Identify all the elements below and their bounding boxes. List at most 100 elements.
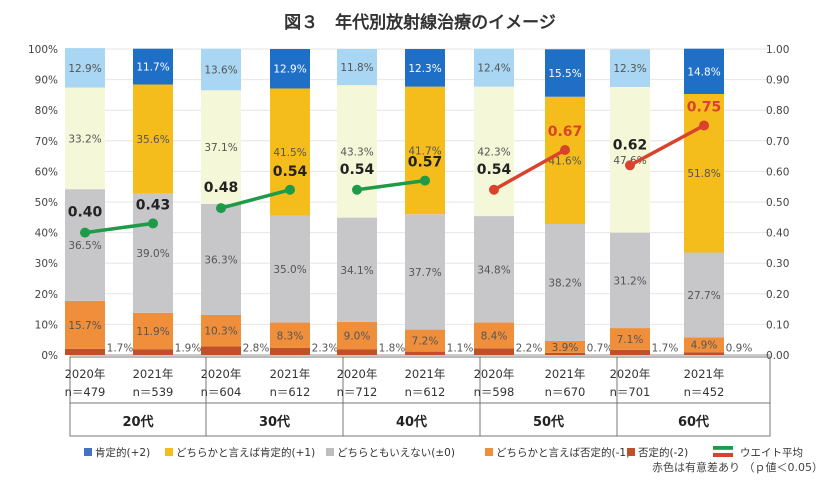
y2-tick-label: 0.70 [766,136,789,148]
sample-size-label: n＝452 [684,385,725,399]
segment-label: 10.3% [204,326,237,338]
sample-size-label: n＝701 [610,385,651,399]
year-label: 2020年 [610,367,651,381]
bars: 15.7%36.5%33.2%12.9%1.7%11.9%39.0%35.6%1… [65,48,752,355]
segment-label: 34.1% [340,265,373,277]
segment-label: 36.3% [204,254,237,266]
segment-label: 8.3% [277,330,304,342]
bar-segment [65,48,105,88]
negative-share-label: 2.3% [312,343,339,355]
segment-label: 38.2% [548,277,581,289]
negative-share-label: 2.8% [243,343,270,355]
bar-segment [405,329,445,352]
bar-segment [270,322,310,348]
bar-segment [610,349,650,355]
bar-segment [133,193,173,313]
y2-tick-label: 0.80 [766,105,789,117]
negative-share-label: 1.9% [175,343,202,355]
bar-segment [545,340,585,353]
year-label: 2021年 [405,367,446,381]
sample-size-label: n＝598 [474,385,515,399]
mean-point [560,144,570,155]
y-tick-label: 80% [35,105,58,117]
mean-line [220,188,291,210]
year-label: 2020年 [201,367,242,381]
mean-line [84,221,154,235]
bar-segment [684,252,724,338]
bar-segment [545,352,585,355]
y-tick-label: 10% [35,319,58,331]
segment-label: 41.7% [408,145,441,157]
year-label: 2020年 [474,367,515,381]
negative-share-label: 2.2% [516,343,543,355]
y2-tick-label: 0.00 [766,350,789,362]
segment-label: 39.0% [136,248,169,260]
mean-line [629,123,705,167]
bar-segment [405,214,445,330]
segment-label: 4.9% [691,340,718,352]
year-label: 2021年 [133,367,174,381]
mean-legend-swatch [712,449,734,454]
bar-segment [405,49,445,87]
sample-size-label: n＝712 [337,385,378,399]
sample-size-label: n＝612 [270,385,311,399]
legend-swatch [627,448,635,456]
mean-point [148,218,158,229]
bar-segment [65,348,105,355]
y2-tick-label: 0.50 [766,197,789,209]
y2-tick-label: 1.00 [766,44,789,56]
year-label: 2020年 [337,367,378,381]
sample-size-label: n＝539 [133,385,174,399]
chart-title: 図３ 年代別放射線治療のイメージ [284,12,556,33]
left-axis: 0% 10% 20% 30% 40% 50% 60% 70% 80% 90% 100% [28,44,58,362]
legend-label: どちらかと言えば否定的(-1) [496,446,630,459]
sample-size-label: n＝604 [201,385,242,399]
segment-label: 14.8% [687,66,720,78]
legend-label: 否定的(-2) [638,446,688,459]
bar-segment [684,48,724,94]
bar-segment [545,96,585,225]
year-label: 2021年 [545,367,586,381]
mean-point [699,120,709,131]
segment-label: 15.7% [68,320,101,332]
segment-label: 37.7% [408,267,441,279]
bar-segment [201,48,241,91]
right-axis: 0.00 0.10 0.20 0.30 0.40 0.50 0.60 0.70 0.80 0.90… [766,44,789,362]
table-frame [69,356,771,437]
mean-point [80,227,90,238]
mean-value-label: 0.67 [548,124,583,140]
bar-segment [133,84,173,194]
segment-label: 27.7% [687,290,720,302]
bar-segment [337,49,377,86]
bar-segment [474,216,514,323]
segment-label: 34.8% [477,264,510,276]
mean-point [216,203,226,214]
segment-label: 11.8% [340,62,373,74]
segment-label: 31.2% [613,275,646,287]
y-tick-label: 20% [35,289,58,301]
legend-label: どちらかと言えば肯定的(+1) [176,446,315,459]
mean-legend-label: ウエイト平均 [740,447,803,459]
legend-label: 肯定的(+2) [95,446,150,459]
segment-label: 37.1% [204,142,237,154]
segment-label: 8.4% [481,330,508,342]
bar-segment [474,348,514,355]
negative-share-label: 1.1% [447,343,474,355]
bar-segment [270,347,310,355]
mean-point [625,160,635,171]
segment-label: 9.0% [344,331,371,343]
year-label: 2021年 [684,367,725,381]
bar-segment [684,352,724,355]
segment-label: 7.1% [617,334,644,346]
mean-value-label: 0.57 [408,155,443,171]
segment-label: 42.3% [477,146,510,158]
segment-label: 3.9% [552,342,579,354]
year-label: 2021年 [270,367,311,381]
segment-label: 12.9% [68,63,101,75]
category-table: 2020年 n＝479 2021年 n＝539 20代 2020年 n＝604 2021年 n＝… [65,356,771,437]
mean-line [356,178,426,192]
bar-segment [684,337,724,353]
bar-segment [684,93,724,253]
segment-label: 11.7% [136,62,169,74]
legend: 肯定的(+2) どちらかと言えば肯定的(+1) どちらともいえない(±0) どちらかと… [84,446,803,459]
